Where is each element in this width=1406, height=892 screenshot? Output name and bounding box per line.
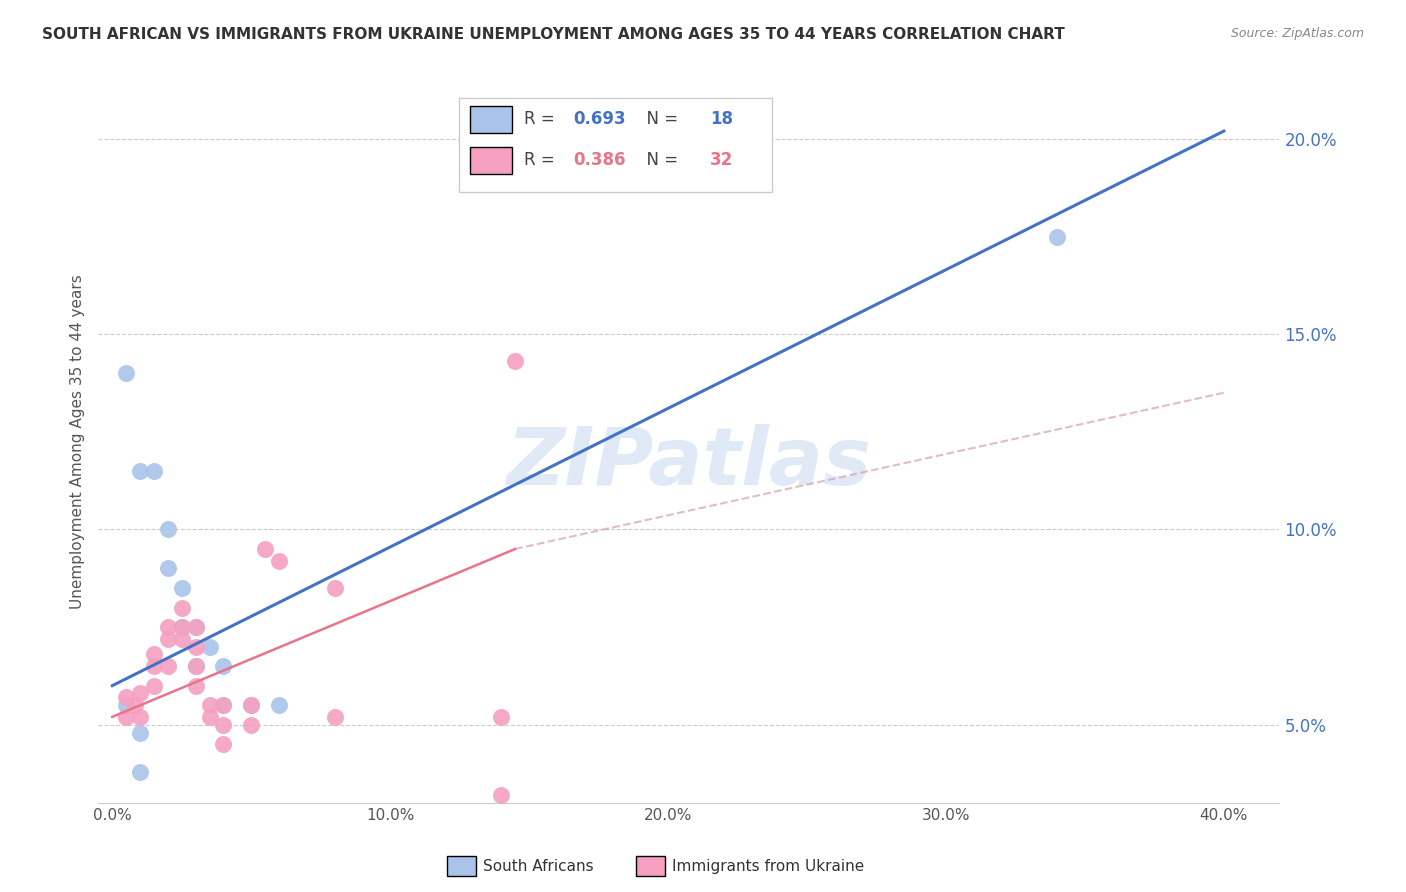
Point — [124, 698, 146, 713]
Point — [184, 640, 207, 654]
FancyBboxPatch shape — [636, 856, 665, 877]
Point — [129, 686, 152, 700]
Point — [198, 698, 221, 713]
Text: R =: R = — [523, 111, 560, 128]
Point — [491, 710, 513, 724]
Text: N =: N = — [636, 152, 683, 169]
Point — [184, 620, 207, 634]
Point — [503, 354, 526, 368]
Point — [491, 788, 513, 802]
Point — [115, 690, 138, 705]
Point — [212, 737, 235, 751]
Y-axis label: Unemployment Among Ages 35 to 44 years: Unemployment Among Ages 35 to 44 years — [69, 274, 84, 609]
Point — [198, 710, 221, 724]
Text: Immigrants from Ukraine: Immigrants from Ukraine — [672, 859, 865, 874]
Point — [323, 710, 346, 724]
Point — [115, 698, 138, 713]
Point — [129, 464, 152, 478]
Point — [184, 620, 207, 634]
Text: ZIPatlas: ZIPatlas — [506, 425, 872, 502]
Point — [184, 679, 207, 693]
Point — [212, 659, 235, 673]
Point — [115, 366, 138, 380]
Point — [115, 710, 138, 724]
Point — [156, 632, 179, 646]
FancyBboxPatch shape — [447, 856, 477, 877]
FancyBboxPatch shape — [471, 147, 512, 174]
Point — [184, 659, 207, 673]
Point — [267, 698, 290, 713]
Point — [129, 710, 152, 724]
Text: 0.693: 0.693 — [574, 111, 626, 128]
Point — [323, 581, 346, 595]
Point — [143, 648, 166, 662]
Point — [184, 659, 207, 673]
Point — [267, 554, 290, 568]
Point — [170, 600, 193, 615]
Point — [212, 698, 235, 713]
Point — [254, 541, 277, 556]
Point — [170, 620, 193, 634]
Point — [212, 717, 235, 731]
Point — [198, 640, 221, 654]
Point — [170, 632, 193, 646]
Text: R =: R = — [523, 152, 560, 169]
Point — [212, 698, 235, 713]
Point — [240, 698, 263, 713]
Point — [240, 698, 263, 713]
Point — [143, 659, 166, 673]
Point — [129, 764, 152, 779]
Text: Source: ZipAtlas.com: Source: ZipAtlas.com — [1230, 27, 1364, 40]
Point — [143, 464, 166, 478]
Text: South Africans: South Africans — [484, 859, 595, 874]
Point — [156, 659, 179, 673]
FancyBboxPatch shape — [471, 105, 512, 133]
Text: 32: 32 — [710, 152, 734, 169]
Point — [143, 679, 166, 693]
Text: 18: 18 — [710, 111, 733, 128]
Text: SOUTH AFRICAN VS IMMIGRANTS FROM UKRAINE UNEMPLOYMENT AMONG AGES 35 TO 44 YEARS : SOUTH AFRICAN VS IMMIGRANTS FROM UKRAINE… — [42, 27, 1064, 42]
Point — [129, 725, 152, 739]
Point — [156, 523, 179, 537]
Text: N =: N = — [636, 111, 683, 128]
FancyBboxPatch shape — [458, 98, 772, 193]
Point — [240, 717, 263, 731]
Point — [1046, 229, 1069, 244]
Point — [156, 561, 179, 575]
Point — [170, 581, 193, 595]
Point — [170, 620, 193, 634]
Point — [156, 620, 179, 634]
Text: 0.386: 0.386 — [574, 152, 626, 169]
